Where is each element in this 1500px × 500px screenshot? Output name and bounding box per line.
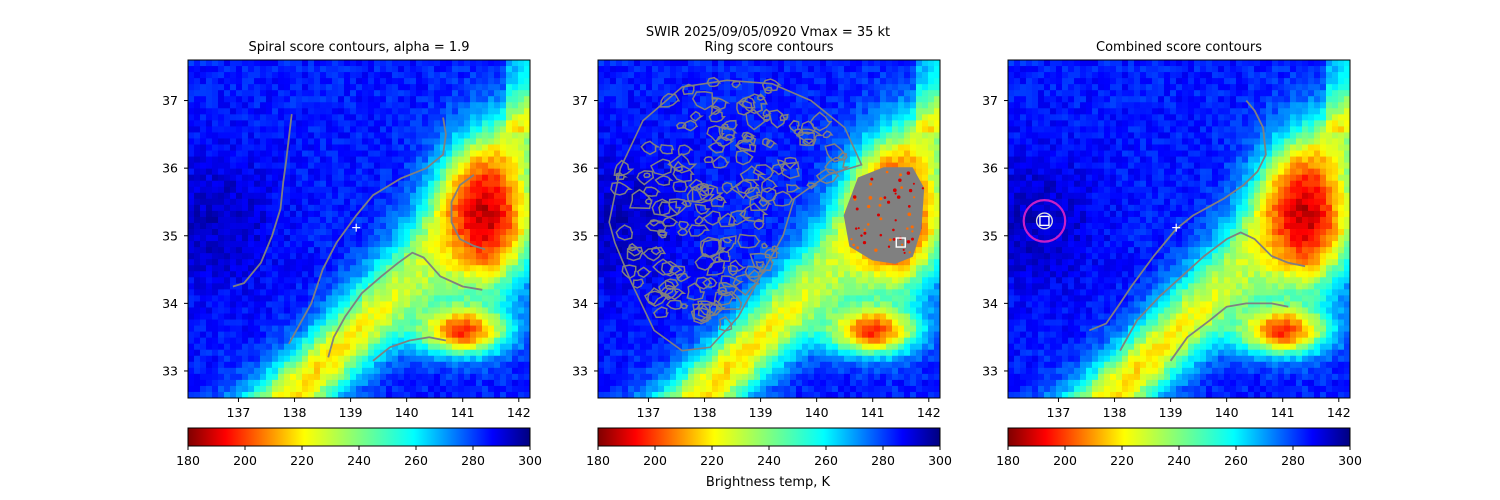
y-tick-label: 37 xyxy=(162,93,178,108)
score-contour-1 xyxy=(1119,231,1306,352)
score-contour-2 xyxy=(327,251,483,358)
score-contour-4 xyxy=(372,336,447,362)
score-contour-0 xyxy=(232,113,293,288)
brightness-heatmap xyxy=(188,60,530,398)
brightness-heatmap xyxy=(1008,60,1350,398)
y-tick-label: 33 xyxy=(162,363,178,378)
candidate-inner-ring xyxy=(1035,212,1053,230)
colorbar-tick-label: 220 xyxy=(1110,453,1134,468)
combined-score-panel: Combined score contours 137 138 139 140 141 14… xyxy=(982,40,1362,468)
colorbar-tick-label: 180 xyxy=(176,453,200,468)
x-tick-label: 137 xyxy=(637,405,661,420)
y-tick-label: 36 xyxy=(982,161,998,176)
x-tick-label: 139 xyxy=(1159,405,1183,420)
x-tick-label: 141 xyxy=(861,405,885,420)
y-tick-label: 34 xyxy=(162,296,178,311)
colorbar xyxy=(1007,427,1351,447)
panel-title: Spiral score contours, alpha = 1.9 xyxy=(248,40,469,55)
y-tick-label: 35 xyxy=(982,228,998,243)
colorbar xyxy=(597,427,941,447)
x-tick-label: 137 xyxy=(1047,405,1071,420)
axes-frame xyxy=(187,59,531,399)
score-contour-3 xyxy=(450,174,486,251)
x-tick-label: 140 xyxy=(805,405,829,420)
x-tick-label: 138 xyxy=(1103,405,1127,420)
y-tick-label: 37 xyxy=(982,93,998,108)
score-contour-2 xyxy=(1169,302,1289,362)
ring-filled-contour xyxy=(843,167,925,264)
y-tick-label: 36 xyxy=(162,161,178,176)
colorbar-tick-label: 280 xyxy=(871,453,895,468)
y-tick-label: 36 xyxy=(572,161,588,176)
colorbar xyxy=(187,427,531,447)
best-track-plus-marker xyxy=(352,223,361,232)
colorbar-tick-label: 300 xyxy=(518,453,542,468)
center-square-marker xyxy=(1039,215,1050,227)
colorbar-tick-label: 200 xyxy=(233,453,257,468)
colorbar-tick-label: 280 xyxy=(461,453,485,468)
best-track-plus-marker xyxy=(1172,223,1181,232)
colorbar-tick-label: 260 xyxy=(404,453,428,468)
colorbar-tick-label: 240 xyxy=(1167,453,1191,468)
y-tick-label: 35 xyxy=(162,228,178,243)
colorbar-label: Brightness temp, K xyxy=(706,475,831,490)
y-tick-label: 33 xyxy=(572,363,588,378)
colorbar-tick-label: 240 xyxy=(347,453,371,468)
colorbar-tick-label: 280 xyxy=(1281,453,1305,468)
colorbar-tick-label: 220 xyxy=(700,453,724,468)
x-tick-label: 142 xyxy=(1327,405,1351,420)
ring-noisy-contours xyxy=(608,76,863,352)
y-tick-label: 33 xyxy=(982,363,998,378)
y-tick-label: 35 xyxy=(572,228,588,243)
colorbar-tick-label: 220 xyxy=(290,453,314,468)
axes-frame xyxy=(597,59,941,399)
axes-frame xyxy=(1007,59,1351,399)
y-tick-label: 34 xyxy=(572,296,588,311)
colorbar-tick-label: 260 xyxy=(814,453,838,468)
x-tick-label: 139 xyxy=(749,405,773,420)
colorbar-tick-label: 300 xyxy=(1338,453,1362,468)
colorbar-tick-label: 180 xyxy=(996,453,1020,468)
x-tick-label: 142 xyxy=(507,405,531,420)
colorbar-tick-label: 200 xyxy=(643,453,667,468)
spiral-score-panel: Spiral score contours, alpha = 1.9 137 138… xyxy=(162,40,542,468)
y-tick-label: 34 xyxy=(982,296,998,311)
colorbar-tick-label: 300 xyxy=(928,453,952,468)
x-tick-label: 142 xyxy=(917,405,941,420)
x-tick-label: 138 xyxy=(283,405,307,420)
colorbar-tick-label: 260 xyxy=(1224,453,1248,468)
center-square-marker xyxy=(895,237,906,248)
panel-title: Ring score contours xyxy=(704,40,833,55)
figure-suptitle: SWIR 2025/09/05/0920 Vmax = 35 kt xyxy=(646,25,890,40)
x-tick-label: 141 xyxy=(451,405,475,420)
colorbar-tick-label: 180 xyxy=(586,453,610,468)
ring-score-panel: Ring score contours 137 138 139 140 141 142 33 3… xyxy=(572,40,952,468)
score-contour-1 xyxy=(288,117,447,345)
colorbar-tick-label: 200 xyxy=(1053,453,1077,468)
x-tick-label: 141 xyxy=(1271,405,1295,420)
candidate-circle xyxy=(1022,199,1067,243)
y-tick-label: 37 xyxy=(572,93,588,108)
colorbar-tick-label: 240 xyxy=(757,453,781,468)
x-tick-label: 138 xyxy=(693,405,717,420)
panel-title: Combined score contours xyxy=(1096,40,1262,55)
x-tick-label: 137 xyxy=(227,405,251,420)
x-tick-label: 140 xyxy=(1215,405,1239,420)
score-contour-0 xyxy=(1088,100,1267,332)
x-tick-label: 139 xyxy=(339,405,363,420)
x-tick-label: 140 xyxy=(395,405,419,420)
